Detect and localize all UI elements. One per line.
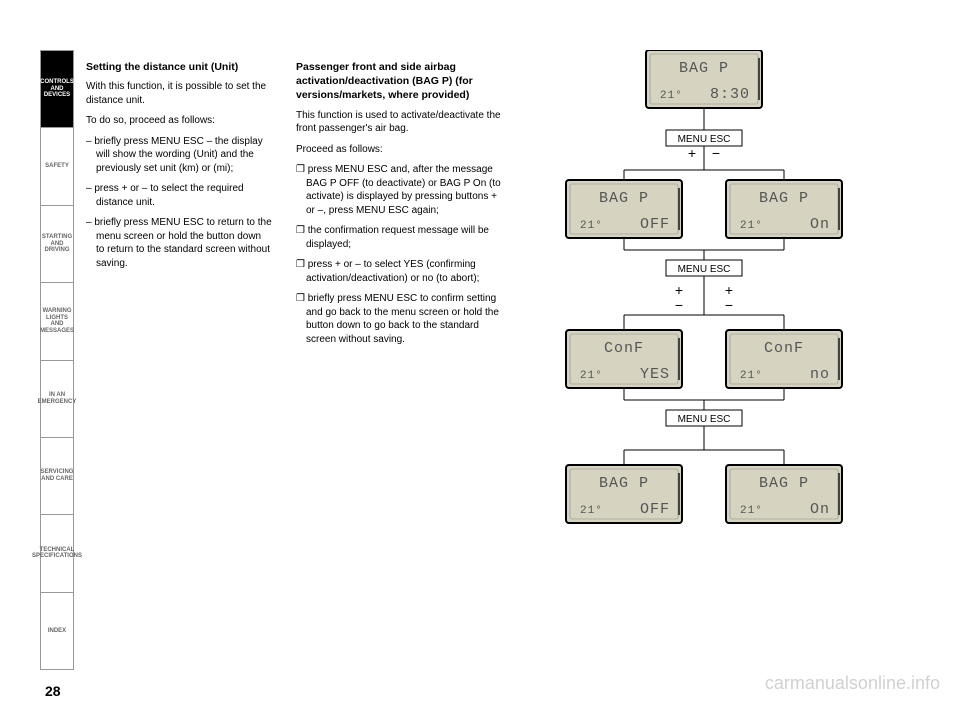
tab-index[interactable]: INDEX (40, 592, 74, 670)
lcd-top: BAG P 21° 8:30 (646, 50, 762, 108)
col2-b3: ❒ press + or – to select YES (confirming… (296, 258, 502, 285)
flow-diagram: MENU ESC + − MENU ESC + − + − (514, 50, 920, 670)
lcd-conf-yes: ConF 21° YES (566, 330, 682, 388)
text-column-1: Setting the distance unit (Unit) With th… (74, 50, 284, 670)
lcd-line1: ConF (604, 340, 644, 357)
lcd-value: no (810, 366, 830, 383)
lcd-conf-no: ConF 21° no (726, 330, 842, 388)
lcd-value: On (810, 216, 830, 233)
col1-b3: – briefly press MENU ESC to return to th… (86, 216, 272, 270)
lcd-value: 8:30 (710, 86, 750, 103)
tab-label: SAFETY (45, 163, 69, 170)
col2-b2: ❒ the confirmation request message will … (296, 224, 502, 251)
lcd-value: On (810, 501, 830, 518)
lcd-line1: BAG P (759, 475, 809, 492)
lcd-value: OFF (640, 216, 670, 233)
side-tabs: CONTROLS AND DEVICES SAFETY STARTING AND… (40, 50, 74, 670)
lcd-bagp-off: BAG P 21° OFF (566, 180, 682, 238)
lcd-temp: 21° (740, 370, 763, 382)
watermark: carmanualsonline.info (765, 673, 940, 694)
lcd-temp: 21° (580, 220, 603, 232)
tab-label: SERVICING AND CARE (41, 469, 74, 482)
tab-safety[interactable]: SAFETY (40, 127, 74, 204)
tab-tech[interactable]: TECHNICAL SPECIFICATIONS (40, 514, 74, 591)
tab-label: WARNING LIGHTS AND MESSAGES (40, 308, 74, 334)
col1-b2: – press + or – to select the required di… (86, 182, 272, 209)
plus-icon: + (675, 282, 683, 298)
tab-warning[interactable]: WARNING LIGHTS AND MESSAGES (40, 282, 74, 359)
col1-p1: With this function, it is possible to se… (86, 80, 272, 107)
lcd-temp: 21° (740, 505, 763, 517)
lcd-line1: ConF (764, 340, 804, 357)
minus-icon: − (725, 297, 733, 313)
tab-starting[interactable]: STARTING AND DRIVING (40, 205, 74, 282)
tab-label: CONTROLS AND DEVICES (40, 79, 74, 99)
lcd-line1: BAG P (599, 190, 649, 207)
col2-b1: ❒ press MENU ESC and, after the message … (296, 163, 502, 217)
menu-esc-button: MENU ESC (678, 264, 731, 275)
lcd-result-off: BAG P 21° OFF (566, 465, 682, 523)
plus-icon: + (688, 145, 696, 161)
lcd-temp: 21° (660, 90, 683, 102)
col1-b1: – briefly press MENU ESC – the display w… (86, 135, 272, 176)
menu-esc-button: MENU ESC (678, 414, 731, 425)
col2-p1: This function is used to activate/deacti… (296, 109, 502, 136)
tab-label: STARTING AND DRIVING (42, 234, 72, 254)
plus-icon: + (725, 282, 733, 298)
lcd-line1: BAG P (759, 190, 809, 207)
tab-emergency[interactable]: IN AN EMERGENCY (40, 360, 74, 437)
lcd-bagp-on: BAG P 21° On (726, 180, 842, 238)
lcd-line1: BAG P (679, 60, 729, 77)
minus-icon: − (712, 145, 720, 161)
minus-icon: − (675, 297, 683, 313)
col1-p2: To do so, proceed as follows: (86, 114, 272, 128)
page-number: 28 (45, 683, 61, 699)
col2-p2: Proceed as follows: (296, 143, 502, 157)
menu-esc-button: MENU ESC (678, 134, 731, 145)
col2-heading: Passenger front and side airbag activati… (296, 60, 502, 103)
lcd-value: YES (640, 366, 670, 383)
tab-label: INDEX (48, 628, 66, 635)
tab-controls[interactable]: CONTROLS AND DEVICES (40, 50, 74, 127)
col1-heading: Setting the distance unit (Unit) (86, 60, 272, 74)
lcd-temp: 21° (740, 220, 763, 232)
lcd-result-on: BAG P 21° On (726, 465, 842, 523)
lcd-line1: BAG P (599, 475, 649, 492)
lcd-temp: 21° (580, 505, 603, 517)
text-column-2: Passenger front and side airbag activati… (284, 50, 514, 670)
col2-b4: ❒ briefly press MENU ESC to confirm sett… (296, 292, 502, 346)
tab-label: IN AN EMERGENCY (38, 392, 77, 405)
tab-servicing[interactable]: SERVICING AND CARE (40, 437, 74, 514)
lcd-value: OFF (640, 501, 670, 518)
lcd-temp: 21° (580, 370, 603, 382)
